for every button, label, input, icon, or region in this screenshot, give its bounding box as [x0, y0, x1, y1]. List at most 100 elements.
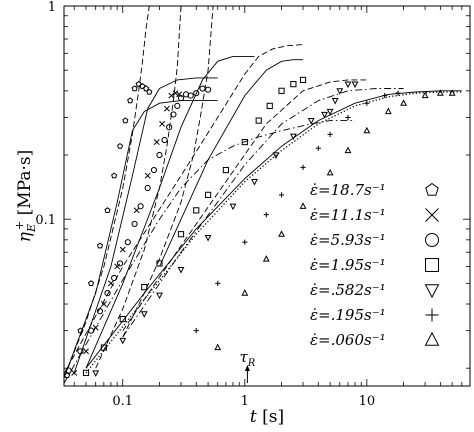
- model-curve-dashed: [122, 79, 367, 331]
- data-point: [166, 124, 173, 131]
- data-point: [436, 89, 444, 96]
- model-curve-dashed: [122, 6, 214, 338]
- data-point: [278, 192, 285, 198]
- series-7: [214, 89, 456, 351]
- legend: ε̇=18.7s⁻¹ ε̇=11.1s⁻¹ ε̇=5.93s⁻¹ ε̇=1.95s⁻¹…: [310, 181, 440, 349]
- model-curve-dash-dot: [64, 120, 355, 384]
- data-point: [88, 280, 95, 286]
- data-point: [176, 91, 183, 98]
- data-point: [384, 107, 392, 115]
- legend-marker-cross: [425, 208, 439, 222]
- data-point: [251, 179, 258, 186]
- data-point: [345, 114, 351, 121]
- data-point: [382, 92, 388, 99]
- data-point: [204, 234, 212, 242]
- data-point: [131, 85, 138, 92]
- legend-label: ε̇=5.93s⁻¹: [310, 231, 386, 249]
- legend-label: ε̇=.582s⁻¹: [310, 281, 386, 299]
- data-point: [187, 92, 194, 99]
- legend-label: ε̇=.060s⁻¹: [310, 331, 386, 349]
- data-point: [137, 203, 144, 210]
- data-point: [71, 369, 78, 376]
- data-point: [331, 98, 339, 105]
- data-point: [114, 263, 121, 270]
- data-point: [77, 348, 84, 355]
- data-point: [170, 111, 177, 118]
- legend-marker-triangle-down: [424, 284, 440, 299]
- x-tick-label: 10: [359, 394, 376, 409]
- data-point: [266, 102, 273, 109]
- data-point: [168, 92, 175, 99]
- data-point: [96, 308, 104, 315]
- x-axis-label: t [s]: [250, 407, 284, 427]
- model-curve-dotted: [85, 91, 462, 374]
- data-point: [336, 88, 344, 95]
- model-curves: [64, 6, 462, 384]
- model-curve-dashed: [64, 44, 304, 375]
- data-point: [193, 90, 200, 97]
- tau-r-label: τR: [239, 348, 255, 369]
- data-point: [83, 348, 89, 355]
- tau-r-arrowhead: [244, 365, 250, 371]
- data-point: [199, 85, 206, 92]
- data-point: [124, 239, 131, 246]
- data-point: [421, 91, 429, 99]
- data-point: [159, 120, 166, 127]
- data-point: [241, 138, 248, 146]
- data-points: [64, 76, 456, 378]
- x-tick-label: 0.1: [112, 394, 133, 409]
- data-point: [300, 164, 306, 170]
- data-point: [193, 328, 199, 334]
- data-point: [161, 136, 168, 144]
- data-point: [177, 94, 185, 102]
- series-2: [71, 90, 183, 376]
- data-point: [122, 117, 129, 124]
- data-point: [64, 372, 71, 378]
- data-point: [204, 86, 212, 93]
- y-tick-label: 0.1: [35, 213, 56, 228]
- data-point: [326, 108, 334, 116]
- data-point: [172, 90, 179, 97]
- data-point: [144, 184, 151, 192]
- y-axis-label: ηE+ [MPa·s]: [13, 150, 38, 242]
- data-point: [139, 83, 146, 89]
- data-point: [321, 111, 328, 119]
- data-point: [104, 207, 111, 213]
- data-point: [65, 367, 72, 374]
- data-point: [131, 220, 138, 228]
- data-point: [156, 260, 163, 267]
- data-point: [177, 267, 185, 274]
- data-point: [214, 343, 222, 351]
- data-point: [307, 118, 315, 125]
- data-point: [77, 327, 84, 334]
- legend-marker-pentagon: [425, 182, 439, 196]
- legend-label: ε̇=11.1s⁻¹: [310, 206, 386, 224]
- data-point: [326, 168, 334, 176]
- legend-marker-square: [425, 258, 439, 272]
- data-point: [272, 152, 280, 159]
- series-4: [82, 76, 307, 377]
- series-3: [65, 85, 212, 374]
- data-point: [229, 203, 237, 211]
- data-point: [344, 81, 352, 89]
- data-point: [127, 97, 134, 104]
- data-point: [82, 369, 90, 377]
- data-point: [262, 255, 270, 262]
- data-point: [100, 301, 107, 307]
- axes: 0.1 1 100.11t [s]ηE+ [MPa·s]τR: [13, 0, 471, 427]
- data-point: [92, 324, 99, 331]
- data-point: [111, 274, 118, 282]
- data-point: [150, 166, 158, 174]
- series-6: [193, 90, 401, 334]
- data-point: [315, 145, 321, 151]
- data-point: [364, 100, 370, 106]
- data-point: [119, 246, 126, 253]
- data-point: [299, 76, 307, 84]
- data-point: [263, 212, 269, 218]
- data-point: [222, 166, 230, 174]
- data-point: [133, 207, 140, 214]
- data-point: [87, 327, 95, 334]
- data-point: [242, 239, 248, 245]
- data-point: [278, 230, 285, 237]
